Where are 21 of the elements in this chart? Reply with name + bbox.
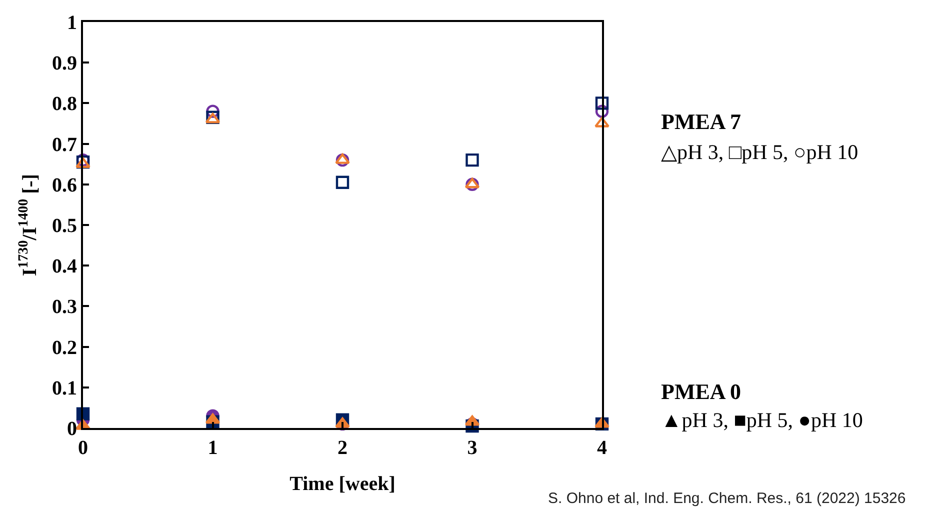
- text: ▲pH 3, ■pH 5, ●pH 10: [661, 408, 863, 432]
- y-tick-label: 1: [67, 12, 77, 34]
- x-tick-label: 3: [467, 437, 478, 459]
- x-tick-label: 1: [208, 437, 218, 459]
- x-tick-label: 4: [597, 437, 607, 459]
- y-tick-label: 0.9: [52, 52, 77, 75]
- text: PMEA 0: [661, 379, 742, 404]
- y-tick-label: 0: [67, 418, 77, 440]
- y-tick-label: 0.4: [52, 256, 77, 278]
- x-axis-title: Time [week]: [290, 473, 396, 495]
- y-tick-label: 0.3: [52, 296, 77, 318]
- x-tick-label: 2: [338, 437, 348, 459]
- text: S. Ohno et al, Ind. Eng. Chem. Res., 61 (2022) 15326: [548, 490, 906, 507]
- y-tick-label: 0.2: [52, 336, 77, 359]
- y-tick-label: 0.8: [52, 93, 77, 116]
- text: PMEA 7: [661, 109, 742, 134]
- y-tick-label: 0.1: [52, 377, 77, 400]
- y-tick-label: 0.5: [52, 215, 77, 237]
- text: △pH 3, □pH 5, ○pH 10: [661, 140, 858, 164]
- y-tick-label: 0.6: [52, 174, 77, 196]
- y-tick-label: 0.7: [52, 134, 77, 156]
